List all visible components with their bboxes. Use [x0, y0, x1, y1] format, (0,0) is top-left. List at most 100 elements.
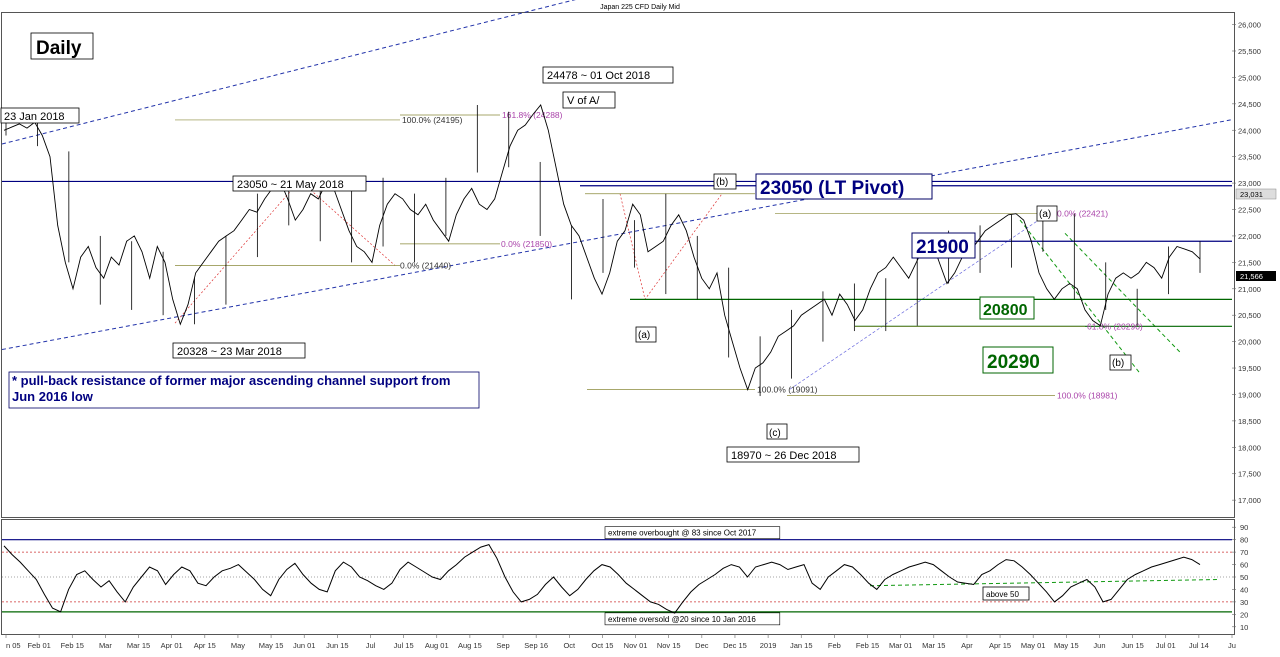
label-21900: 21900: [911, 232, 976, 259]
svg-text:21,566: 21,566: [1240, 272, 1263, 281]
label-daily: Daily: [30, 32, 94, 60]
y-tick-label: 24,000: [1238, 126, 1261, 135]
x-tick-label: Jul 15: [394, 641, 414, 650]
rsi-tick-label: 90: [1240, 523, 1248, 532]
x-axis: n 05 Feb 01 Feb 15 Mar Mar 15 Apr 01 Apr 15 May…: [5, 634, 1236, 650]
rsi-reference-label: extreme oversold @20 since 10 Jan 2016: [604, 612, 781, 626]
rsi-reference-label: extreme overbought @ 83 since Oct 2017: [604, 526, 781, 539]
rsi-tick-label: 20: [1240, 610, 1248, 619]
svg-text:20290: 20290: [987, 352, 1040, 373]
x-tick-label: Mar: [99, 641, 112, 650]
price-panel-frame: [1, 12, 1235, 518]
y-tick-label: 18,500: [1238, 417, 1261, 426]
x-tick-label: Oct: [563, 641, 576, 650]
x-tick-label: Sep: [496, 641, 509, 650]
rsi-series-line: [3, 544, 1201, 614]
rsi-tick-label: 10: [1240, 623, 1248, 632]
y-tick-label: 19,500: [1238, 364, 1261, 373]
x-tick-label: Mar 15: [922, 641, 945, 650]
svg-text:(c): (c): [769, 428, 781, 439]
x-tick-label: Ju: [1228, 641, 1236, 650]
x-tick-label: Aug 15: [458, 641, 482, 650]
label-wave-a-low: (a): [635, 326, 657, 343]
price-series-line: [3, 104, 1201, 392]
svg-text:20328 ~ 23 Mar 2018: 20328 ~ 23 Mar 2018: [177, 346, 282, 358]
x-tick-label: Dec 15: [723, 641, 747, 650]
y-tick-label: 25,000: [1238, 73, 1261, 82]
fib-label: 0.0% (21440): [400, 261, 451, 271]
x-tick-label: May 01: [1021, 641, 1046, 650]
fib-label: 0.0% (21850): [501, 239, 552, 249]
x-tick-label: May: [231, 641, 245, 650]
rsi-tick-label: 70: [1240, 548, 1248, 557]
x-tick-label: Jul 14: [1189, 641, 1209, 650]
label-wave-b-top: (b): [713, 173, 737, 190]
svg-text:(a): (a): [1039, 209, 1051, 220]
x-tick-label: Feb 15: [856, 641, 879, 650]
label-dec26: 18970 ~ 26 Dec 2018: [726, 446, 860, 463]
note-text: * pull-back resistance of former major a…: [12, 373, 451, 404]
falling-channel-lower: [1019, 219, 1141, 374]
y-tick-label: 24,500: [1238, 100, 1261, 109]
label-wave-c: (c): [766, 423, 788, 440]
fib-label: 100.0% (19091): [757, 385, 818, 395]
x-tick-label: 2019: [760, 641, 777, 650]
lower-channel-line: [1, 119, 1233, 351]
label-wave-v: V of A/: [562, 91, 616, 109]
y-tick-label: 17,000: [1238, 496, 1261, 505]
note-box: * pull-back resistance of former major a…: [8, 371, 480, 409]
y-tick-label: 18,000: [1238, 443, 1261, 452]
label-wave-a-top: (a): [1036, 205, 1058, 222]
upper-channel-line: [1, 0, 576, 145]
x-tick-label: Sep 16: [524, 641, 548, 650]
x-tick-label: Dec: [695, 641, 709, 650]
svg-text:23 Jan 2018: 23 Jan 2018: [4, 111, 65, 123]
rsi-above-50-line: [869, 578, 1219, 587]
y-tick-label: 20,500: [1238, 311, 1261, 320]
label-wave-b-low: (b): [1109, 354, 1132, 371]
x-tick-label: Feb 15: [61, 641, 84, 650]
y-tick-label: 23,500: [1238, 153, 1261, 162]
fib-label: 61.8% (20290): [1087, 321, 1143, 331]
rsi-tick-label: 40: [1240, 585, 1248, 594]
svg-text:23050 ~ 21 May 2018: 23050 ~ 21 May 2018: [237, 179, 344, 191]
y-tick-label: 22,500: [1238, 206, 1261, 215]
label-jan23: 23 Jan 2018: [0, 107, 80, 124]
x-tick-label: Jun: [1093, 641, 1105, 650]
y-tick-label: 19,000: [1238, 390, 1261, 399]
price-y-axis: 26,000 25,500 25,000 24,500 24,000 23,500 23,0…: [1232, 21, 1261, 505]
label-20800: 20800: [979, 296, 1035, 320]
rsi-tick-label: 80: [1240, 536, 1248, 545]
y-tick-label: 25,500: [1238, 47, 1261, 56]
x-tick-label: n 05: [6, 641, 21, 650]
label-lt-pivot: 23050 (LT Pivot): [755, 173, 933, 200]
rsi-reference-lines: extreme overbought @ 83 since Oct 2017 ex…: [2, 526, 1232, 626]
fib-label: 0.0% (22421): [1057, 209, 1108, 219]
x-tick-label: Mar 15: [127, 641, 150, 650]
rsi-y-axis: 90 80 70 60 50 40 30 20 10: [1232, 523, 1248, 632]
svg-text:18970 ~ 26 Dec 2018: 18970 ~ 26 Dec 2018: [731, 450, 837, 462]
fib-label: 100.0% (18981): [1057, 390, 1118, 400]
label-above-50: above 50: [982, 586, 1030, 601]
fib-projection-3: [789, 213, 1049, 390]
y-tick-label: 17,500: [1238, 470, 1261, 479]
svg-text:Daily: Daily: [36, 38, 82, 59]
svg-text:V of A/: V of A/: [567, 95, 600, 107]
last-price-tag: 21,566: [1236, 271, 1276, 281]
svg-text:23,031: 23,031: [1240, 190, 1263, 199]
x-tick-label: Apr 15: [194, 641, 216, 650]
svg-text:above 50: above 50: [986, 590, 1019, 599]
svg-text:(a): (a): [638, 330, 650, 341]
rsi-tick-label: 50: [1240, 573, 1248, 582]
x-tick-label: May 15: [259, 641, 284, 650]
svg-text:21900: 21900: [916, 237, 969, 258]
x-tick-label: Oct 15: [591, 641, 613, 650]
x-tick-label: Jul 01: [1156, 641, 1176, 650]
x-tick-label: Feb: [828, 641, 841, 650]
x-tick-label: May 15: [1054, 641, 1079, 650]
x-tick-label: Jun 15: [326, 641, 349, 650]
svg-text:23050 (LT Pivot): 23050 (LT Pivot): [760, 178, 904, 199]
x-tick-label: Jan 15: [790, 641, 813, 650]
y-tick-label: 26,000: [1238, 21, 1261, 30]
x-tick-label: Jun 15: [1121, 641, 1144, 650]
